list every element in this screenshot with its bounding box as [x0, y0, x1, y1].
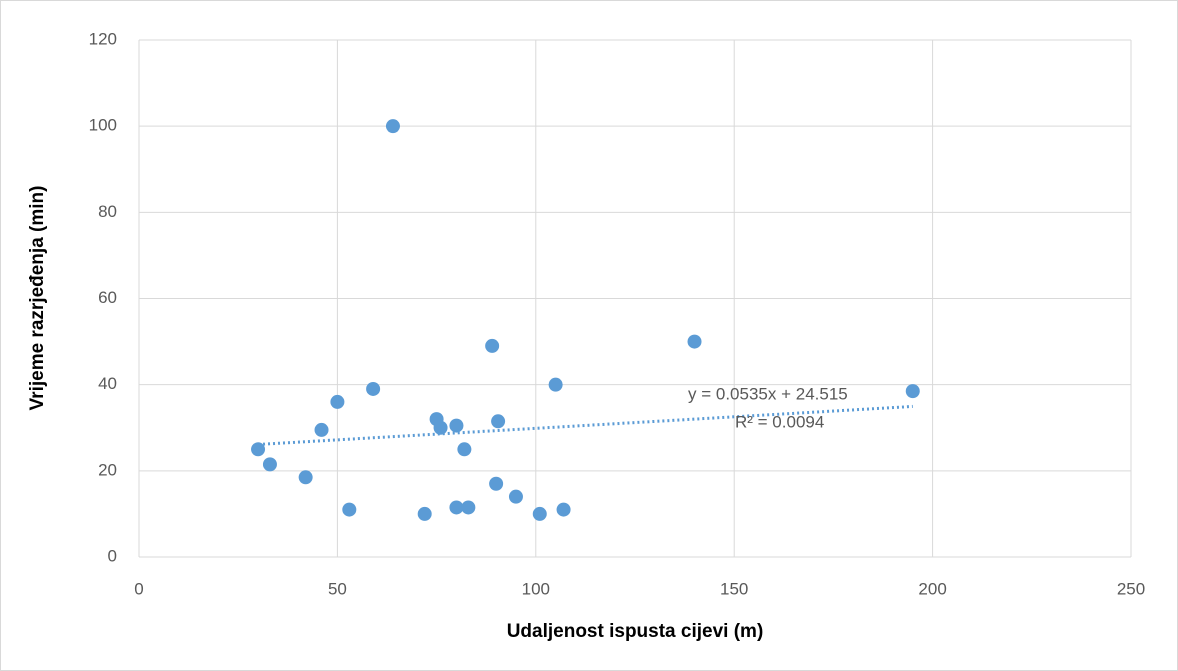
point — [491, 414, 506, 429]
point — [262, 457, 277, 472]
point — [457, 442, 472, 457]
point — [385, 119, 400, 134]
trendline-r-squared: R² = 0.0094 — [735, 412, 824, 431]
point — [548, 377, 563, 392]
point — [298, 470, 313, 485]
y-tick-label: 0 — [108, 546, 117, 565]
point — [330, 394, 345, 409]
point — [556, 502, 571, 517]
y-tick-label: 100 — [89, 116, 117, 135]
trendline-equation: y = 0.0535x + 24.515 — [688, 384, 848, 403]
point — [417, 506, 432, 521]
point — [461, 500, 476, 515]
x-tick-label: 50 — [328, 579, 347, 598]
y-tick-label: 40 — [98, 374, 117, 393]
y-tick-label: 120 — [89, 29, 117, 48]
y-tick-label: 60 — [98, 288, 117, 307]
point — [489, 476, 504, 491]
x-tick-label: 150 — [720, 579, 748, 598]
point — [342, 502, 357, 517]
point — [314, 422, 329, 437]
y-tick-label: 80 — [98, 202, 117, 221]
y-tick-label: 20 — [98, 460, 117, 479]
x-tick-label: 200 — [918, 579, 946, 598]
x-tick-label: 100 — [522, 579, 550, 598]
point — [687, 334, 702, 349]
point — [905, 384, 920, 399]
point — [366, 381, 381, 396]
point — [433, 420, 448, 435]
trendline — [257, 404, 913, 446]
point — [508, 489, 523, 504]
y-axis-title: Vrijeme razrjeđenja (min) — [27, 186, 48, 411]
point — [449, 500, 464, 515]
x-axis-title: Udaljenost ispusta cijevi (m) — [507, 621, 764, 642]
point — [251, 442, 266, 457]
x-tick-label: 250 — [1117, 579, 1145, 598]
point — [449, 418, 464, 433]
x-tick-label: 0 — [134, 579, 143, 598]
point — [532, 506, 547, 521]
point — [485, 338, 500, 353]
